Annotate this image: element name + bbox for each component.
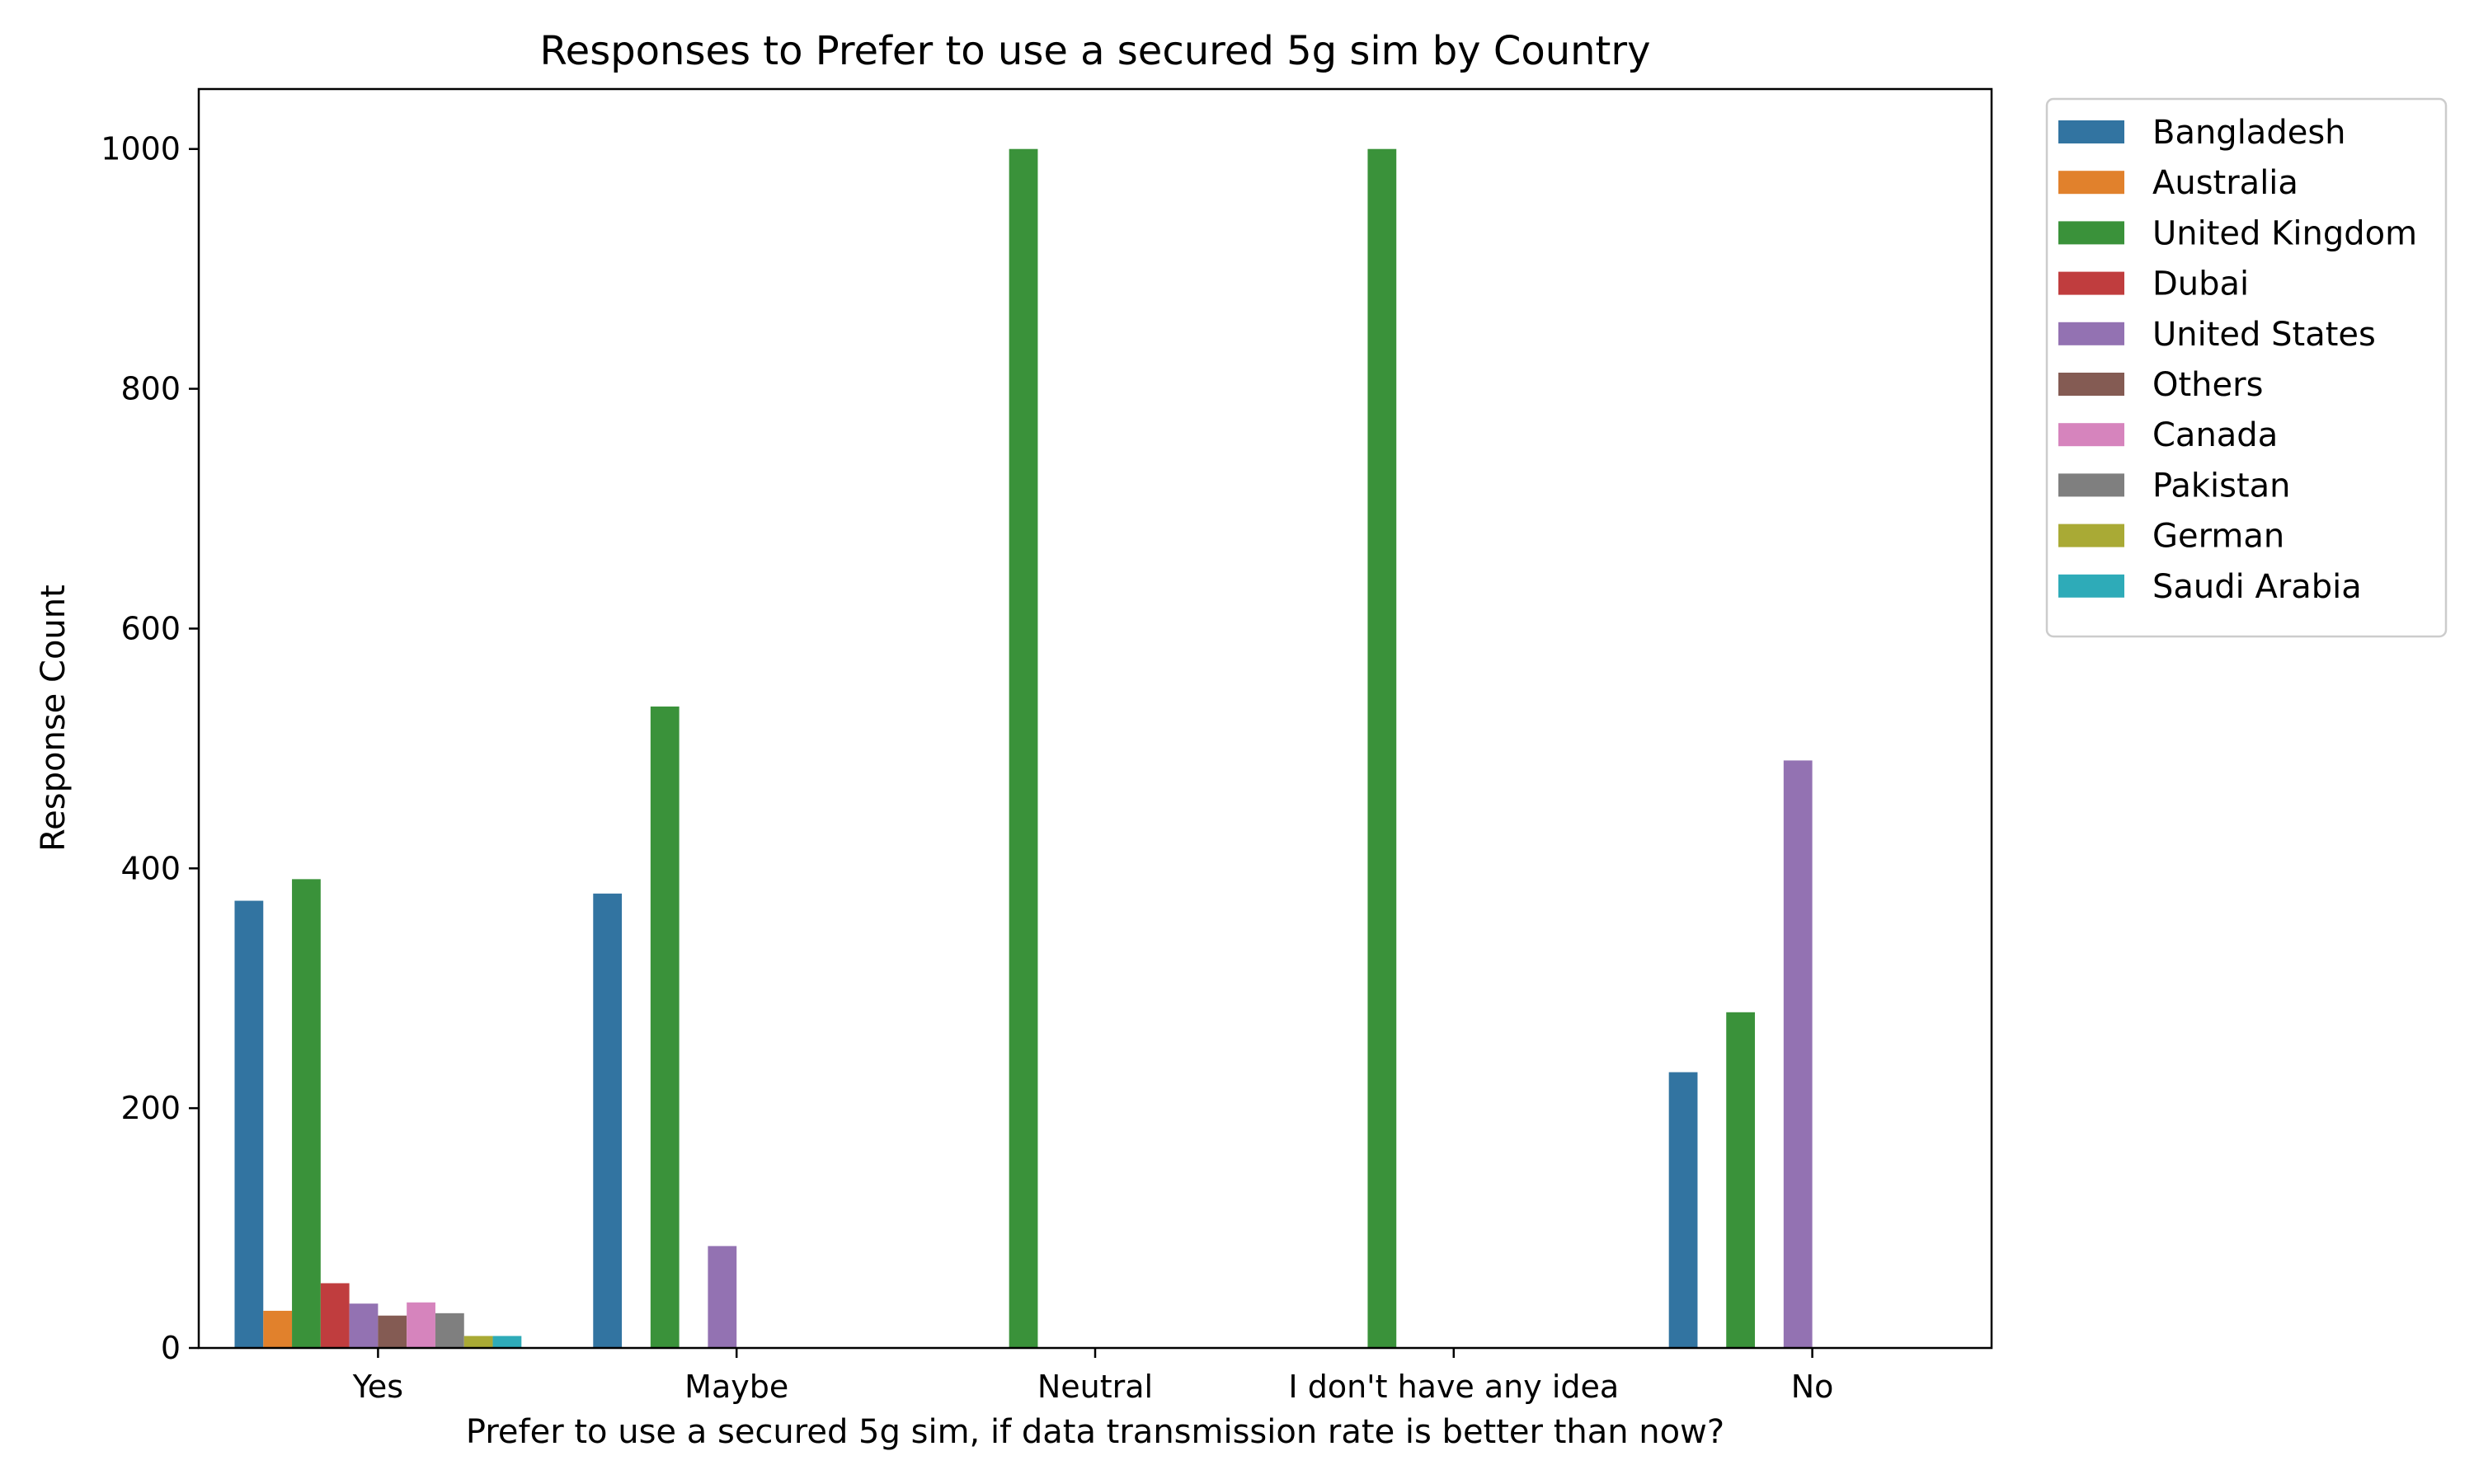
bar-united-states-maybe xyxy=(708,1246,737,1348)
bar-saudi-arabia-yes xyxy=(492,1336,522,1348)
legend-swatch xyxy=(2058,120,2124,143)
y-tick-label: 600 xyxy=(120,610,181,646)
bars-layer xyxy=(234,148,1813,1349)
legend: Bangladesh Australia United Kingdom Dubai Un… xyxy=(2045,97,2448,638)
y-axis: 0 200 400 600 800 1000 xyxy=(101,131,199,1366)
bar-canada-yes xyxy=(407,1302,435,1348)
bar-dubai-yes xyxy=(320,1283,350,1348)
bar-australia-yes xyxy=(263,1310,293,1348)
bar-united-states-yes xyxy=(349,1303,379,1348)
legend-label: Saudi Arabia xyxy=(2152,568,2362,606)
legend-label: Pakistan xyxy=(2152,467,2291,505)
legend-swatch xyxy=(2058,423,2124,447)
legend-label: United States xyxy=(2152,316,2376,354)
bar-united-kingdom-neutral xyxy=(1009,148,1038,1349)
y-tick-label: 800 xyxy=(120,371,181,407)
legend-swatch xyxy=(2058,373,2124,396)
chart-title: Responses to Prefer to use a secured 5g … xyxy=(539,28,1650,74)
x-tick-label: Neutral xyxy=(1037,1369,1153,1405)
legend-swatch xyxy=(2058,524,2124,547)
bar-bangladesh-maybe xyxy=(593,893,623,1348)
legend-swatch xyxy=(2058,322,2124,345)
y-tick-label: 0 xyxy=(161,1330,181,1366)
legend-label: Others xyxy=(2152,366,2263,404)
bar-united-kingdom-maybe xyxy=(650,706,680,1348)
x-axis-title: Prefer to use a secured 5g sim, if data … xyxy=(466,1413,1724,1451)
y-tick-label: 400 xyxy=(120,850,181,886)
legend-swatch xyxy=(2058,271,2124,295)
x-tick-label: I don't have any idea xyxy=(1288,1369,1619,1405)
bar-german-yes xyxy=(463,1336,493,1348)
bar-bangladesh-yes xyxy=(234,900,264,1348)
legend-swatch xyxy=(2058,221,2124,245)
x-tick-label: Maybe xyxy=(684,1369,788,1405)
legend-label: Canada xyxy=(2152,416,2278,454)
legend-label: United Kingdom xyxy=(2152,214,2417,252)
bar-united-kingdom-no xyxy=(1726,1012,1756,1348)
y-tick-label: 1000 xyxy=(101,131,181,167)
x-axis: Yes Maybe Neutral I don't have any idea No xyxy=(352,1348,1834,1405)
bar-bangladesh-no xyxy=(1668,1072,1698,1348)
legend-swatch xyxy=(2058,574,2124,598)
y-tick-label: 200 xyxy=(120,1090,181,1126)
legend-swatch xyxy=(2058,473,2124,497)
x-tick-label: No xyxy=(1791,1369,1834,1405)
bar-united-states-no xyxy=(1783,760,1813,1348)
legend-label: Dubai xyxy=(2152,265,2249,303)
x-tick-label: Yes xyxy=(352,1369,403,1405)
legend-label: Bangladesh xyxy=(2152,114,2346,152)
legend-label: German xyxy=(2152,518,2284,556)
plot-frame xyxy=(197,87,1993,1350)
bar-united-kingdom-i-don-t-have-any-idea xyxy=(1367,148,1397,1349)
legend-label: Australia xyxy=(2152,164,2298,202)
legend-swatch xyxy=(2058,171,2124,195)
bar-others-yes xyxy=(378,1315,407,1348)
legend-box xyxy=(2045,97,2448,638)
y-axis-title: Response Count xyxy=(35,585,73,852)
bar-united-kingdom-yes xyxy=(292,879,321,1348)
bar-pakistan-yes xyxy=(435,1313,464,1348)
